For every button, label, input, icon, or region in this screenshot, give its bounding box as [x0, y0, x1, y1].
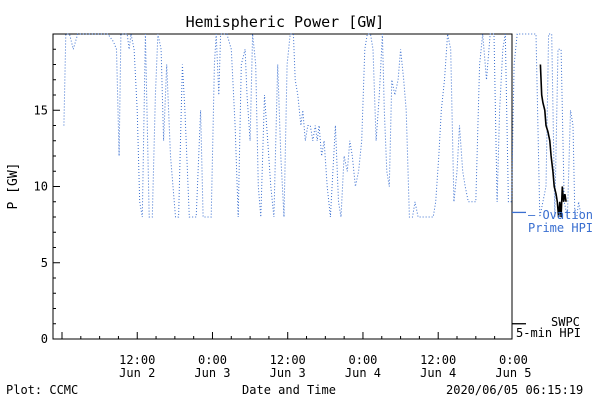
- x-tick-label-time: 12:00: [270, 353, 306, 367]
- y-tick-label: 15: [34, 103, 48, 117]
- y-tick-label: 10: [34, 180, 48, 194]
- x-tick-label-date: Jun 3: [194, 366, 230, 380]
- x-axis-label: Date and Time: [242, 383, 336, 397]
- y-tick-label: 5: [41, 256, 48, 270]
- y-axis: 0 5 10 15: [34, 48, 60, 346]
- x-tick-label-time: 12:00: [119, 353, 155, 367]
- plot-frame: [52, 33, 513, 340]
- legend-label-ovation-2: Prime HPI: [528, 221, 593, 235]
- x-tick-label-time: 0:00: [198, 353, 227, 367]
- y-tick-label: 0: [41, 332, 48, 346]
- series-line-swpc: [539, 64, 567, 218]
- x-tick-label-date: Jun 3: [270, 366, 306, 380]
- x-tick-label-date: Jun 5: [495, 366, 531, 380]
- x-tick-label-time: 0:00: [349, 353, 378, 367]
- chart-title: Hemispheric Power [GW]: [185, 13, 385, 31]
- x-tick-label-time: 12:00: [420, 353, 456, 367]
- y-axis-label: P [GW]: [6, 163, 21, 210]
- x-tick-label-date: Jun 2: [119, 366, 155, 380]
- series-layer: [63, 33, 581, 218]
- footer-timestamp: 2020/06/05 06:15:19: [446, 383, 584, 397]
- legend-label-swpc-2: 5-min HPI: [516, 326, 581, 340]
- x-tick-label-date: Jun 4: [420, 366, 456, 380]
- footer-plot-source: Plot: CCMC: [6, 383, 79, 397]
- legend-label-ovation: — Ovation: [528, 208, 593, 222]
- series-line-ovation: [63, 33, 581, 218]
- x-tick-label-time: 0:00: [499, 353, 528, 367]
- legend-label-swpc: SWPC: [551, 315, 580, 329]
- x-tick-label-date: Jun 4: [345, 366, 381, 380]
